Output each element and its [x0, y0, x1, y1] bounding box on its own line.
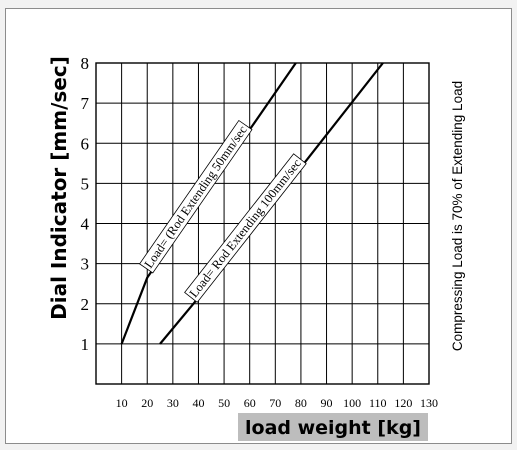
x-tick-label: 80 — [295, 396, 307, 410]
x-tick-label: 130 — [420, 396, 438, 410]
y-axis-title: Dial Indicator [mm/sec] — [47, 56, 71, 320]
x-tick-label: 100 — [343, 396, 361, 410]
y-tick-label: 7 — [81, 94, 90, 113]
x-tick-label: 10 — [116, 396, 128, 410]
plot-frame — [95, 62, 430, 385]
plot-border — [95, 62, 430, 385]
y-tick-label: 8 — [81, 54, 90, 73]
y-tick-label: 6 — [81, 134, 90, 153]
series-label-box — [184, 153, 307, 303]
y-tick-label: 5 — [81, 174, 90, 193]
x-axis-title: load weight [kg] — [245, 417, 421, 439]
x-tick-label: 40 — [192, 396, 204, 410]
side-note: Compressing Load is 70% of Extending Loa… — [450, 81, 465, 351]
x-tick-label: 60 — [244, 396, 256, 410]
y-tick-label: 1 — [81, 335, 90, 354]
y-tick-label: 4 — [81, 215, 90, 234]
x-tick-label: 50 — [218, 396, 230, 410]
x-axis-ticks: 10 20 30 40 50 60 70 80 90 100 110 120 130 — [116, 396, 438, 410]
x-tick-label: 110 — [369, 396, 387, 410]
y-tick-label: 3 — [81, 255, 90, 274]
x-tick-label: 120 — [394, 396, 412, 410]
x-tick-label: 70 — [269, 396, 281, 410]
x-axis-title-background — [238, 413, 428, 441]
series-label-box — [139, 119, 253, 274]
y-tick-label: 2 — [81, 295, 90, 314]
x-tick-label: 90 — [321, 396, 333, 410]
grid — [96, 62, 430, 384]
x-tick-label: 20 — [141, 396, 153, 410]
x-tick-label: 30 — [167, 396, 179, 410]
y-axis-ticks: 1 2 3 4 5 6 7 8 — [81, 54, 90, 354]
